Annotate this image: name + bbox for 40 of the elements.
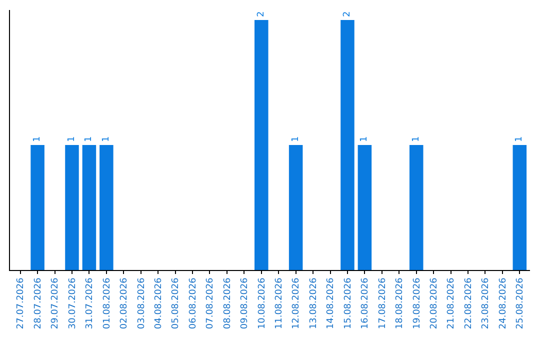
- x-tick-label: 08.08.2026: [222, 277, 233, 330]
- x-tick-label: 31.07.2026: [85, 277, 96, 330]
- x-tick-label: 20.08.2026: [430, 277, 440, 330]
- x-tick-label: 15.08.2026: [343, 277, 354, 330]
- data-label: 1: [84, 136, 94, 142]
- data-label: 1: [101, 136, 112, 142]
- x-tick-label: 21.08.2026: [446, 277, 457, 330]
- x-tick-label: 18.08.2026: [395, 277, 406, 330]
- x-tick-label: 02.08.2026: [120, 277, 130, 330]
- x-tick-label: 11.08.2026: [274, 277, 285, 330]
- x-tick-label: 28.07.2026: [33, 277, 44, 330]
- x-tick-label: 07.08.2026: [206, 277, 216, 330]
- data-label: 1: [66, 136, 77, 142]
- x-tick-label: 14.08.2026: [326, 277, 336, 330]
- x-tick-label: 01.08.2026: [102, 277, 112, 330]
- data-label: 1: [514, 136, 525, 142]
- x-tick-label: 25.08.2026: [516, 277, 526, 330]
- x-tick-label: 03.08.2026: [136, 277, 147, 330]
- x-tick-label: 16.08.2026: [360, 277, 371, 330]
- x-tick-label: 30.07.2026: [68, 277, 78, 330]
- x-tick-label: 04.08.2026: [154, 277, 164, 330]
- x-tick-label: 13.08.2026: [308, 277, 319, 330]
- x-tick-label: 23.08.2026: [481, 277, 492, 330]
- x-tick-label: 17.08.2026: [378, 277, 388, 330]
- x-tick-label: 12.08.2026: [292, 277, 302, 330]
- data-label: 2: [256, 11, 266, 17]
- x-tick-label: 09.08.2026: [240, 277, 250, 330]
- x-tick-label: 24.08.2026: [498, 277, 508, 330]
- x-tick-label: 06.08.2026: [188, 277, 198, 330]
- data-label: 1: [32, 136, 43, 142]
- x-tick-label: 29.07.2026: [50, 277, 61, 330]
- x-tick-label: 19.08.2026: [412, 277, 422, 330]
- x-tick-label: 10.08.2026: [257, 277, 268, 330]
- x-tick-label: 27.07.2026: [16, 277, 26, 330]
- data-label: 1: [290, 136, 301, 142]
- data-label: 1: [360, 136, 370, 142]
- data-label: 2: [342, 11, 352, 17]
- x-tick-label: 22.08.2026: [464, 277, 474, 330]
- x-tick-label: 05.08.2026: [171, 277, 182, 330]
- data-label: 1: [411, 136, 422, 142]
